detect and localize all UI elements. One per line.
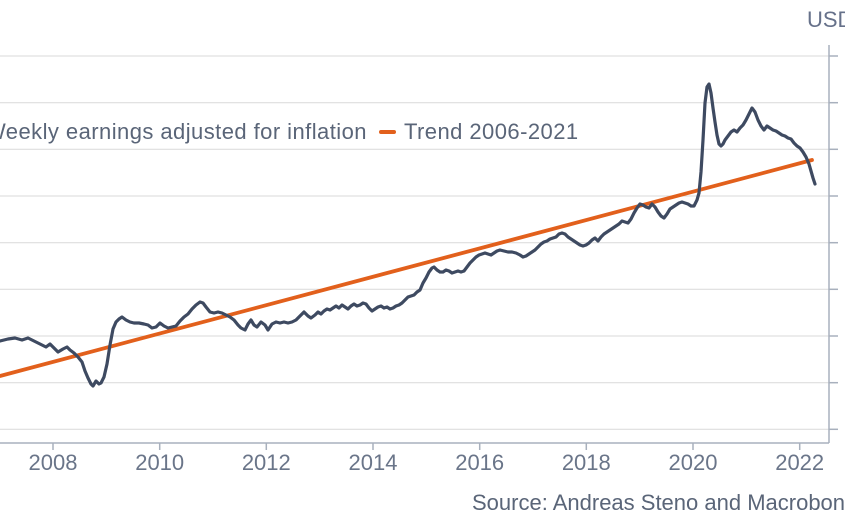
y-axis-unit-label: USD bbox=[807, 7, 845, 32]
x-axis-label: 2022 bbox=[775, 450, 825, 475]
x-axis-label: 2020 bbox=[668, 450, 718, 475]
x-axis-label: 2010 bbox=[135, 450, 185, 475]
x-axis: 2008 2010 2012 2014 2016 2018 2020 2022 bbox=[0, 450, 845, 476]
x-axis-label: 2008 bbox=[28, 450, 78, 475]
x-axis-label: 2016 bbox=[455, 450, 505, 475]
earnings-line-series bbox=[0, 82, 817, 388]
x-axis-label: 2018 bbox=[561, 450, 611, 475]
x-axis-label: 2014 bbox=[348, 450, 398, 475]
legend: Weekly earnings adjusted for inflation T… bbox=[0, 119, 579, 145]
trend-line-series bbox=[0, 158, 814, 378]
legend-label-trend: Trend 2006-2021 bbox=[403, 119, 579, 144]
legend-swatch-trend-line bbox=[378, 130, 396, 134]
x-axis-label: 2012 bbox=[241, 450, 291, 475]
legend-label-earnings: Weekly earnings adjusted for inflation bbox=[0, 119, 367, 144]
source-attribution: Source: Andreas Steno and Macrobond bbox=[472, 490, 845, 515]
